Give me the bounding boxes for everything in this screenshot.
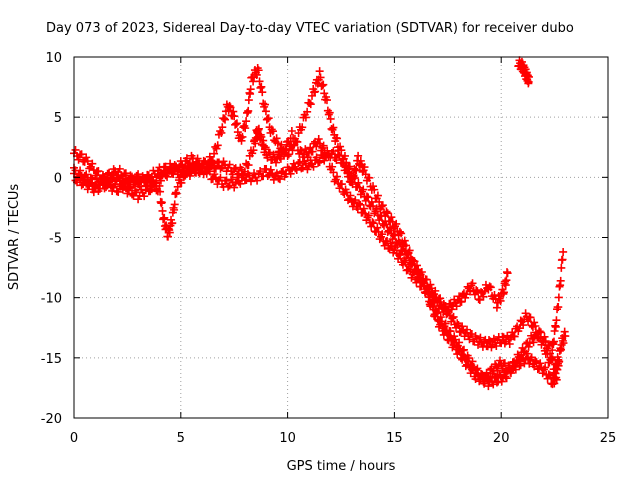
x-axis-title: GPS time / hours bbox=[287, 459, 396, 474]
grid bbox=[74, 57, 608, 418]
y-tick-label: 10 bbox=[45, 51, 62, 66]
plus-markers bbox=[70, 124, 512, 317]
y-tick-label: -10 bbox=[41, 292, 62, 307]
x-tick-label: 25 bbox=[600, 431, 617, 446]
y-tick-label: 5 bbox=[54, 111, 62, 126]
plus-markers bbox=[514, 56, 533, 88]
y-tick-label: -5 bbox=[49, 232, 62, 247]
x-tick-label: 15 bbox=[386, 431, 403, 446]
series-track-4 bbox=[424, 293, 563, 391]
x-tick-label: 0 bbox=[70, 431, 78, 446]
plus-markers bbox=[70, 64, 568, 367]
y-tick-label: 0 bbox=[54, 171, 62, 186]
y-axis-title: SDTVAR / TECUs bbox=[7, 184, 22, 291]
series-track-2 bbox=[70, 64, 568, 367]
series-track-5 bbox=[514, 56, 533, 88]
x-tick-label: 10 bbox=[279, 431, 296, 446]
x-tick-label: 20 bbox=[493, 431, 510, 446]
x-tick-label: 5 bbox=[177, 431, 185, 446]
y-tick-label: -20 bbox=[41, 412, 62, 427]
axis-ticks: 0 5 10 15 20 25 10 5 0 -5 -10 -15 -20 bbox=[41, 51, 617, 446]
chart-title: Day 073 of 2023, Sidereal Day-to-day VTE… bbox=[46, 21, 574, 36]
plus-markers bbox=[424, 293, 563, 391]
y-tick-label: -15 bbox=[41, 352, 62, 367]
series-track-1 bbox=[70, 124, 512, 317]
data-series bbox=[70, 56, 570, 391]
